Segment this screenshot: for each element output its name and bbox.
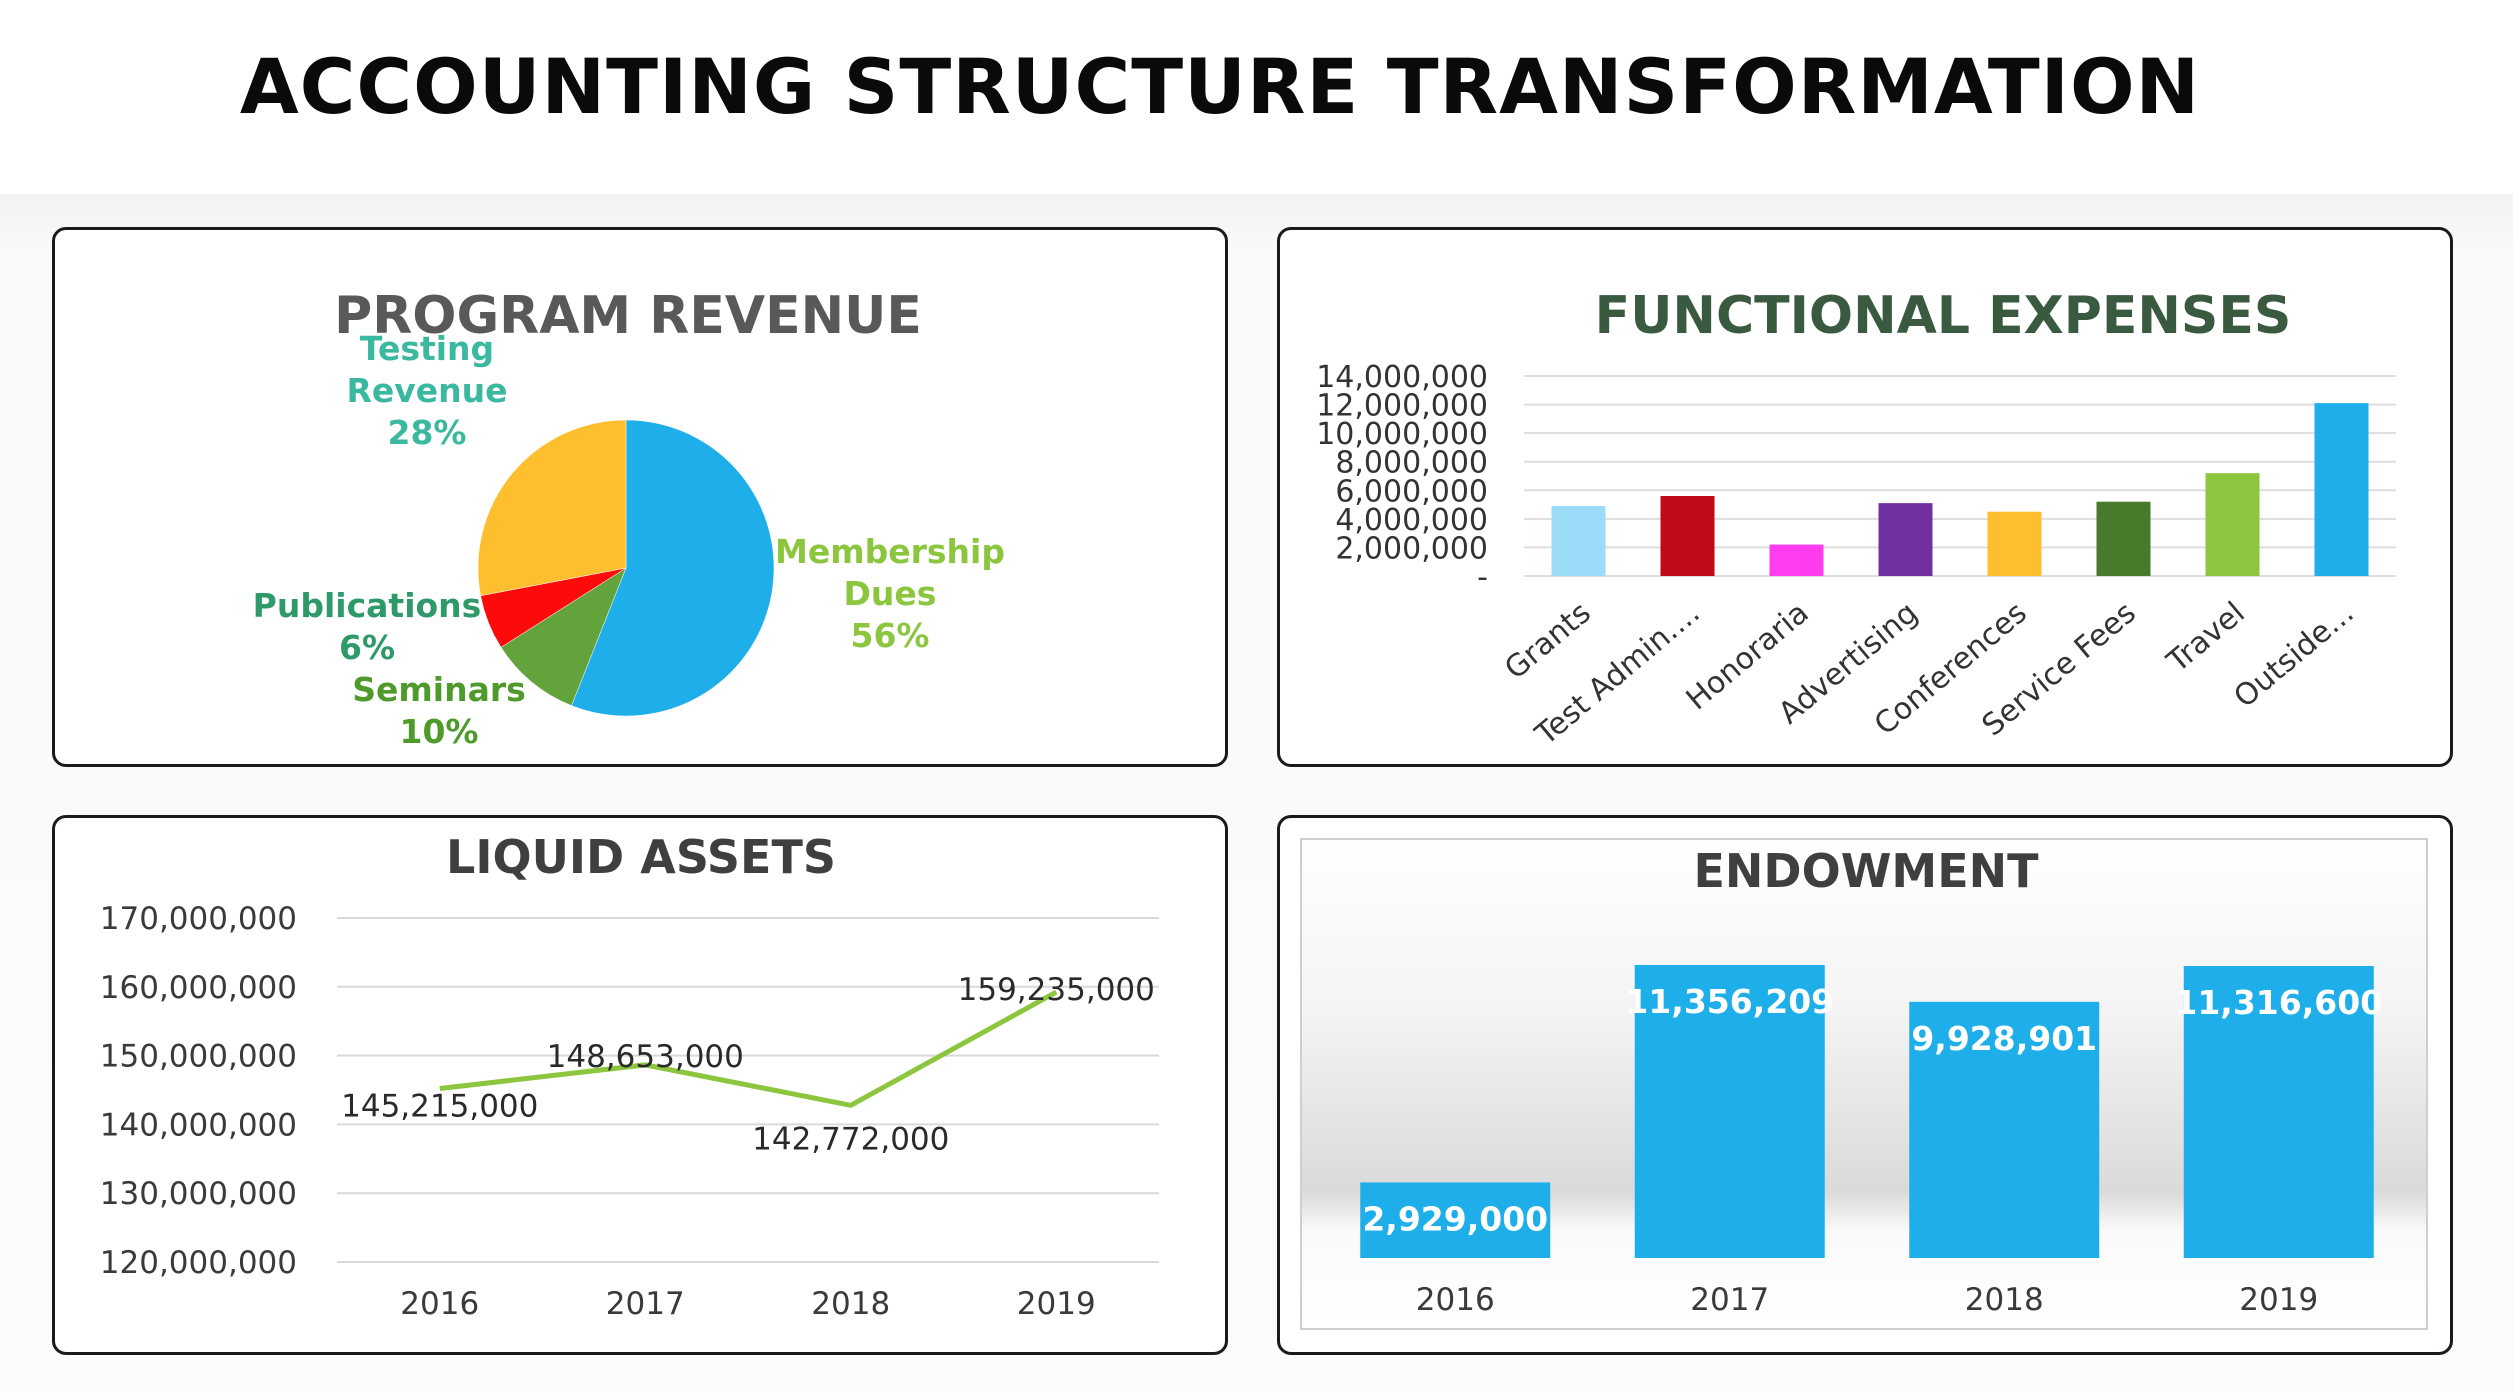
bar xyxy=(1878,503,1933,576)
x-axis-ticks: 2016 2017 2018 2019 xyxy=(1416,1282,2318,1318)
chart-title: ENDOWMENT xyxy=(1693,844,2039,898)
x-tick-label: 2018 xyxy=(1965,1282,2044,1318)
functional-expenses-panel: FUNCTIONAL EXPENSES -2,000,000 4,000,000 6… xyxy=(1277,227,2453,767)
y-tick-label: 2,000,000 xyxy=(1335,531,1488,566)
slice-category-label: Publications xyxy=(253,586,482,625)
y-tick-label: 150,000,000 xyxy=(100,1039,297,1075)
data-label: 159,235,000 xyxy=(958,972,1155,1008)
program-revenue-panel: PROGRAM REVENUE Membership Dues 56% Seminar… xyxy=(52,227,1228,767)
y-tick-label: 10,000,000 xyxy=(1316,417,1488,452)
x-tick-label: 2019 xyxy=(1017,1286,1096,1322)
slice-category-label: Membership xyxy=(775,532,1005,571)
slice-percent-label: 10% xyxy=(400,712,479,751)
data-label: 11,356,209 xyxy=(1625,982,1834,1021)
chart-title: PROGRAM REVENUE xyxy=(334,286,922,346)
x-tick-label: 2016 xyxy=(1416,1282,1495,1318)
endowment-panel: ENDOWMENT 2,929,000 11,356,209 9,928,901 11… xyxy=(1277,815,2453,1355)
series-line xyxy=(439,989,1058,1108)
data-label: 11,316,600 xyxy=(2174,983,2383,1022)
slice-category-label: Dues xyxy=(844,574,937,613)
x-tick-label: 2019 xyxy=(2239,1282,2318,1318)
pie-slice xyxy=(477,419,627,597)
slice-category-label: Revenue xyxy=(346,371,507,410)
slice-percent-label: 28% xyxy=(388,413,467,452)
bar xyxy=(2205,473,2260,576)
page-title: ACCOUNTING STRUCTURE TRANSFORMATION xyxy=(239,42,2201,131)
gridlines xyxy=(337,917,1159,1263)
y-tick-label: 12,000,000 xyxy=(1316,389,1488,424)
bar xyxy=(1551,506,1606,576)
gridlines xyxy=(1524,375,2396,577)
bar xyxy=(1769,544,1824,576)
data-label: 145,215,000 xyxy=(341,1089,538,1125)
x-tick-label: 2016 xyxy=(400,1286,479,1322)
pie-slice xyxy=(571,419,775,717)
x-tick-label: Travel xyxy=(2160,595,2252,680)
y-tick-label: 170,000,000 xyxy=(100,901,297,937)
liquid-assets-chart: LIQUID ASSETS 120,000,000 130,000,000 140,… xyxy=(100,830,1159,1322)
y-tick-label: 6,000,000 xyxy=(1335,474,1488,509)
slice-percent-label: 6% xyxy=(339,628,395,667)
pie-slices xyxy=(477,419,775,717)
slice-category-label: Seminars xyxy=(352,670,526,709)
functional-expenses-chart: FUNCTIONAL EXPENSES -2,000,0004,000,0006… xyxy=(1316,286,2396,753)
x-tick-label: 2017 xyxy=(1690,1282,1769,1318)
y-axis-ticks: -2,000,0004,000,0006,000,0008,000,00010,… xyxy=(1316,360,1488,595)
bar xyxy=(2096,501,2151,576)
y-tick-label: 4,000,000 xyxy=(1335,503,1488,538)
chart-title: FUNCTIONAL EXPENSES xyxy=(1595,286,2292,346)
data-label: 2,929,000 xyxy=(1362,1199,1548,1238)
x-tick-label: 2018 xyxy=(811,1286,890,1322)
y-tick-label: 160,000,000 xyxy=(100,970,297,1006)
slice-category-label: Testing xyxy=(360,329,494,368)
chart-title: LIQUID ASSETS xyxy=(446,830,836,884)
x-tick-label: 2017 xyxy=(606,1286,685,1322)
y-tick-label: 130,000,000 xyxy=(100,1176,297,1212)
y-tick-label: 140,000,000 xyxy=(100,1107,297,1143)
bars: 2,929,000 11,356,209 9,928,901 11,316,600 xyxy=(1360,965,2383,1258)
data-label: 148,653,000 xyxy=(547,1039,744,1075)
y-axis-ticks: 120,000,000 130,000,000 140,000,000 150,000… xyxy=(100,901,297,1281)
slice-percent-label: 56% xyxy=(851,616,930,655)
bar xyxy=(1634,965,1825,1258)
bar xyxy=(2183,966,2374,1258)
y-tick-label: 8,000,000 xyxy=(1335,446,1488,481)
x-tick-label: Grants xyxy=(1498,595,1597,686)
bar xyxy=(1987,511,2042,576)
x-tick-label: Outside... xyxy=(2227,595,2360,715)
pie-slice xyxy=(500,567,627,706)
x-axis-ticks: 2016 2017 2018 2019 xyxy=(400,1286,1095,1322)
y-tick-label: - xyxy=(1477,560,1488,595)
endowment-chart: ENDOWMENT 2,929,000 11,356,209 9,928,901 11… xyxy=(1300,838,2428,1330)
data-label: 142,772,000 xyxy=(752,1121,949,1157)
liquid-assets-panel: LIQUID ASSETS 120,000,000 130,000,000 140,… xyxy=(52,815,1228,1355)
bar xyxy=(2314,403,2369,576)
data-label: 9,928,901 xyxy=(1911,1019,2097,1058)
bar xyxy=(1909,1001,2100,1258)
y-tick-label: 120,000,000 xyxy=(100,1245,297,1281)
y-tick-label: 14,000,000 xyxy=(1316,360,1488,395)
series-line xyxy=(439,989,1058,1108)
bar xyxy=(1360,1182,1551,1258)
bar xyxy=(1660,496,1715,576)
bars xyxy=(1551,403,2369,576)
